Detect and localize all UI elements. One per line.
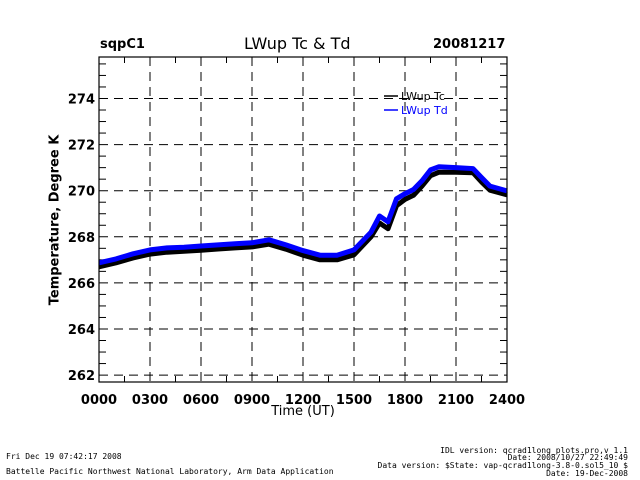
- x-tick-label: 2100: [438, 393, 474, 408]
- x-tick-label: 2400: [489, 393, 525, 408]
- legend-td-label: LWup Td: [401, 104, 448, 117]
- x-tick-label: 0600: [183, 393, 219, 408]
- y-tick-label: 268: [68, 231, 95, 246]
- x-tick-label: 0300: [132, 393, 168, 408]
- x-tick-label: 0000: [81, 393, 117, 408]
- y-tick-label: 270: [68, 185, 95, 200]
- y-axis-label: Temperature, Degree K: [47, 134, 63, 306]
- x-tick-label: 1200: [285, 393, 321, 408]
- y-tick-labels: 262 264 266 268 270 272 274: [68, 92, 95, 384]
- x-tick-labels: 0000 0300 0600 0900 1200 1500 1800 2100 2400: [81, 393, 525, 408]
- date-label: 20081217: [433, 37, 506, 52]
- x-tick-label: 1500: [336, 393, 372, 408]
- grid: [99, 57, 507, 382]
- footer-timestamp: Fri Dec 19 07:42:17 2008: [6, 452, 122, 461]
- y-tick-label: 272: [68, 139, 95, 154]
- footer-data-date: Date: 19-Dec-2008: [546, 469, 628, 478]
- axis-ticks: [99, 57, 507, 382]
- footer-credit: Battelle Pacific Northwest National Labo…: [6, 467, 334, 476]
- y-tick-label: 266: [68, 277, 95, 292]
- footer-idl-version: IDL version: qcrad1long_plots.pro,v 1.1: [440, 446, 628, 455]
- series-line-tc: [98, 169, 508, 270]
- legend-tc-label: LWup Tc: [401, 90, 445, 103]
- x-tick-label: 1800: [387, 393, 423, 408]
- site-label: sqpC1: [100, 37, 145, 52]
- x-axis-label: Time (UT): [271, 404, 335, 419]
- footer-idl-date: Date: 2008/10/27 22:49:49: [507, 453, 628, 462]
- y-tick-label: 262: [68, 369, 95, 384]
- y-tick-label: 264: [68, 323, 95, 338]
- y-tick-label: 274: [68, 92, 95, 107]
- chart-title: LWup Tc & Td: [244, 34, 351, 53]
- x-tick-label: 0900: [234, 393, 270, 408]
- footer-data-version: Data version: $State: vap-qcrad1long-3.8…: [377, 461, 628, 470]
- plot-frame: [98, 56, 508, 383]
- legend: LWup Tc LWup Td: [384, 90, 448, 117]
- series-line-td: [98, 164, 508, 266]
